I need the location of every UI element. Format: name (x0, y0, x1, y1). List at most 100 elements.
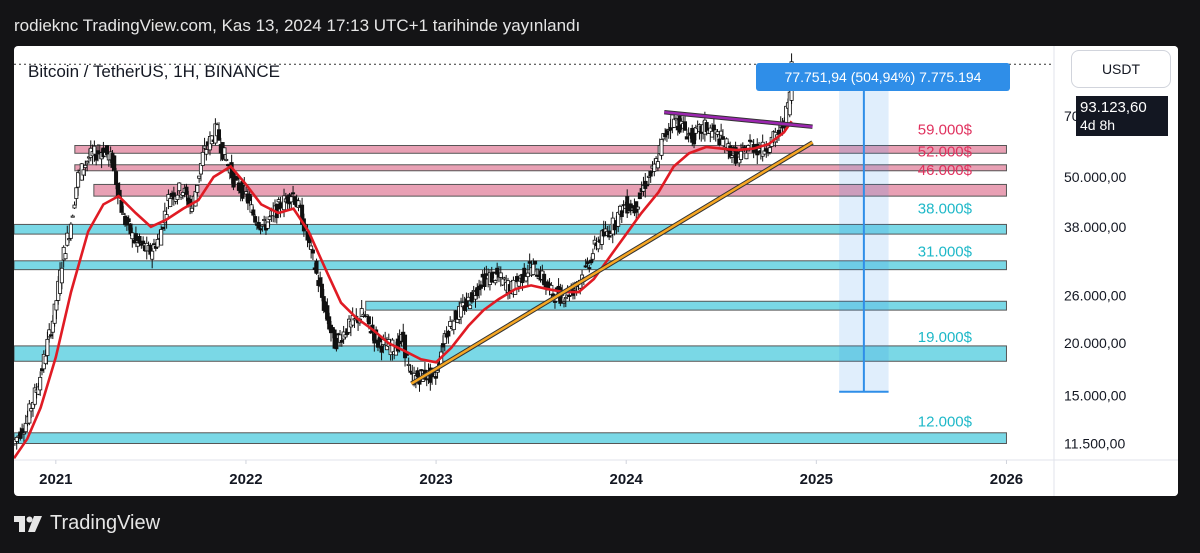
chart-panel[interactable]: 59.000$ 52.000$ 46.000$ 38.000$ 31.000$ 19.00… (14, 46, 1178, 496)
candle-body (415, 370, 420, 378)
candle-body (81, 169, 86, 176)
candle-body (619, 210, 624, 218)
candle-body (222, 147, 227, 155)
candle-body (776, 129, 781, 135)
candle-body (54, 300, 59, 311)
footer-brand: TradingView (50, 512, 161, 534)
candle-body (121, 212, 126, 215)
candle-body (379, 345, 384, 353)
y-tick-label: 50.000,00 (1064, 169, 1126, 185)
candle-body (29, 408, 34, 412)
candle-body (491, 271, 496, 274)
measure-label: 77.751,94 (504,94%) 7.775.194 (756, 63, 1010, 91)
candle-body (258, 228, 263, 231)
candle-body (256, 222, 261, 229)
candle-body (310, 249, 315, 254)
currency-button[interactable]: USDT (1071, 50, 1171, 88)
footer[interactable]: TradingView (14, 512, 160, 535)
candle-body (744, 152, 749, 160)
candle-body (204, 149, 209, 155)
zone-band (74, 164, 1007, 172)
candle-body (38, 376, 43, 391)
candle-body (85, 160, 90, 164)
x-tick-label: 2025 (800, 471, 833, 488)
candle-body (719, 130, 724, 136)
candle-body (177, 182, 182, 192)
candle-body (334, 337, 339, 350)
candle-body (139, 243, 144, 246)
candle-body (224, 158, 229, 161)
candle-body (406, 363, 411, 366)
zone-band (14, 432, 1007, 445)
candle-body (625, 196, 630, 214)
candle-body (767, 147, 772, 153)
candle-body (319, 283, 324, 298)
zone-band (14, 223, 1007, 235)
candle-body (451, 320, 456, 331)
candle-body (150, 250, 155, 260)
candle-body (70, 215, 75, 218)
candle-body (161, 226, 166, 229)
candle-body (440, 343, 445, 348)
candle-body (493, 280, 498, 284)
resistance-line (664, 110, 813, 128)
candle-body (589, 259, 594, 264)
candle-body (23, 422, 28, 433)
candle-body (760, 141, 765, 157)
candle-body (531, 263, 536, 275)
zone-label: 52.000$ (918, 144, 973, 161)
candle-body (45, 338, 50, 356)
candle-body (552, 300, 557, 303)
candle-body (572, 288, 577, 291)
candle-body (498, 272, 503, 278)
candle-body (735, 151, 740, 155)
candle-body (137, 235, 142, 244)
candle-body (587, 267, 592, 270)
candle-body (202, 145, 207, 149)
candle-body (260, 224, 265, 227)
candle-body (478, 284, 483, 289)
candle-body (563, 297, 568, 300)
candle-body (372, 333, 377, 344)
candle-body (289, 196, 294, 203)
candle-body (652, 163, 657, 172)
candle-body (672, 118, 677, 128)
candle-body (105, 145, 110, 155)
y-tick-label: 26.000,00 (1064, 288, 1126, 304)
chart-canvas[interactable]: 59.000$ 52.000$46.000$ 38.000$ 31.000$ 19.00… (14, 46, 1178, 496)
x-tick-label: 2026 (990, 471, 1023, 488)
candle-body (525, 272, 530, 278)
candle-body (365, 314, 370, 317)
candle-body (74, 187, 79, 199)
zone-label: 38.000$ (918, 201, 973, 218)
current-price: 93.123,60 (1080, 99, 1147, 116)
candle-body (265, 221, 270, 229)
candle-body (267, 216, 272, 220)
candle-body (247, 193, 252, 201)
candle-body (14, 436, 19, 442)
chart-title[interactable]: Bitcoin / TetherUS, 1H, BINANCE (28, 62, 280, 81)
candle-body (534, 274, 539, 277)
candle-body (502, 277, 507, 280)
candle-body (83, 164, 88, 168)
candle-body (495, 267, 500, 275)
candle-body (141, 240, 146, 245)
candle-body (742, 146, 747, 149)
candle-body (168, 198, 173, 207)
candle-body (92, 145, 97, 155)
candle-body (446, 330, 451, 337)
candle-body (585, 261, 590, 265)
x-tick-label: 2022 (229, 471, 262, 488)
candle-body (59, 267, 64, 284)
candle-body (739, 150, 744, 160)
uptrend-line (410, 141, 814, 385)
candle-body (291, 192, 296, 195)
candle-body (404, 353, 409, 356)
candle-body (43, 355, 48, 365)
candle-body (590, 253, 595, 260)
x-tick-label: 2024 (610, 471, 644, 488)
candle-body (151, 243, 156, 246)
candle-body (729, 155, 734, 158)
candle-body (469, 292, 474, 303)
current-price-tag: 93.123,60 4d 8h (1076, 96, 1168, 136)
